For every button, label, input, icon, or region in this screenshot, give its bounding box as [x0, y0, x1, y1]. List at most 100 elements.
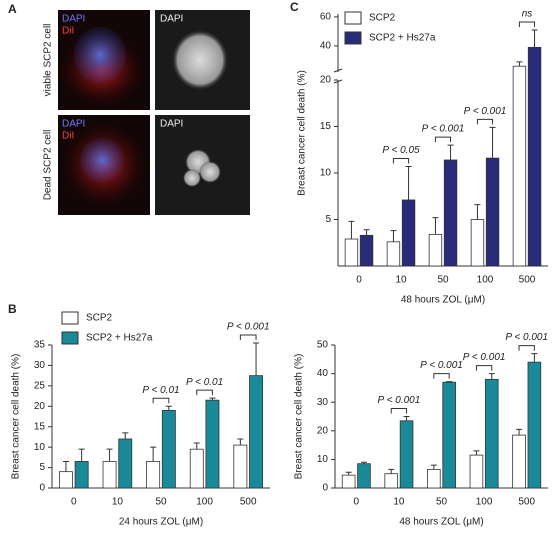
- significance-bracket: [196, 389, 213, 396]
- x-axis-label: 24 hours ZOL (μM): [119, 517, 203, 528]
- bar: [428, 233, 443, 267]
- x-tick-label: 100: [476, 497, 493, 508]
- x-tick-label: 500: [518, 497, 535, 508]
- legend-label: SCP2 + Hs27a: [369, 33, 436, 44]
- legend-swatch: [344, 31, 362, 45]
- annotation: P < 0.01: [142, 385, 179, 396]
- significance-bracket: [392, 157, 410, 164]
- y-tick-label: 40: [317, 368, 329, 379]
- bar: [401, 199, 416, 267]
- error-bar: [78, 448, 85, 462]
- bar: [485, 157, 500, 267]
- error-bar: [474, 204, 481, 220]
- error-bar: [363, 229, 370, 236]
- error-bar: [165, 405, 172, 411]
- significance-bracket: [518, 21, 536, 27]
- stain-label: DAPI: [160, 119, 183, 130]
- y-tick-label: 50: [317, 340, 329, 351]
- y-tick-label: 35: [34, 340, 46, 351]
- y-tick-label: 15: [34, 421, 46, 432]
- bar: [384, 473, 399, 489]
- significance-bracket: [390, 408, 408, 414]
- bar: [118, 438, 133, 489]
- y-tick-label: 10: [317, 454, 329, 465]
- legend-label: SCP2: [86, 313, 113, 324]
- error-bar: [446, 381, 453, 383]
- bar: [442, 381, 456, 489]
- error-bar: [150, 446, 157, 462]
- error-bar: [360, 461, 367, 464]
- bar: [189, 448, 204, 489]
- x-tick-label: 500: [240, 497, 257, 508]
- bar: [399, 420, 414, 489]
- significance-bracket: [518, 345, 535, 351]
- error-bar: [122, 432, 129, 439]
- stain-label: DAPI: [160, 14, 183, 25]
- error-bar: [388, 468, 395, 474]
- significance-bracket: [475, 365, 493, 371]
- y-tick-label: 20: [34, 401, 46, 412]
- x-tick-label: 10: [393, 497, 405, 508]
- legend-swatch: [61, 311, 79, 325]
- x-tick-label: 10: [395, 275, 407, 286]
- y-tick-label: 60: [320, 12, 332, 23]
- y-tick-label: 10: [320, 168, 332, 179]
- bar: [233, 444, 248, 489]
- annotation: P < 0.001: [422, 124, 465, 135]
- y-tick-label: 30: [34, 360, 46, 371]
- bar: [357, 463, 371, 489]
- error-bar: [106, 448, 113, 462]
- x-tick-label: 500: [519, 275, 536, 286]
- bar: [359, 234, 374, 267]
- error-bar: [489, 126, 496, 159]
- error-bar: [531, 353, 538, 363]
- annotation: P < 0.001: [464, 106, 507, 117]
- bar: [427, 469, 441, 489]
- y-axis-label: Breast cancer cell death (%): [294, 354, 305, 480]
- annotation: P < 0.001: [227, 322, 270, 333]
- error-bar: [403, 416, 410, 421]
- y-tick-label: 15: [320, 121, 332, 132]
- significance-bracket: [433, 373, 450, 379]
- bar: [344, 238, 359, 267]
- x-axis-label: 48 hours ZOL (μM): [399, 517, 483, 528]
- error-bar: [447, 144, 454, 160]
- axis-line: [333, 68, 343, 73]
- annotation: P < 0.001: [378, 395, 421, 406]
- bar: [341, 474, 356, 489]
- y-tick-label: 20: [320, 75, 332, 86]
- micrographs: [58, 10, 250, 215]
- stain-label: DiI: [62, 26, 74, 37]
- bar: [470, 219, 485, 267]
- annotation: P < 0.001: [505, 332, 548, 343]
- y-tick-label: 0: [322, 483, 328, 494]
- stain-label: DAPI: [62, 14, 85, 25]
- significance-bracket: [239, 334, 257, 340]
- significance-bracket: [476, 118, 494, 125]
- legend-label: SCP2: [369, 13, 396, 24]
- x-tick-label: 50: [155, 497, 167, 508]
- error-bar: [516, 61, 523, 67]
- y-tick-label: 40: [320, 41, 332, 52]
- annotation: P < 0.001: [420, 360, 463, 371]
- legend-swatch: [61, 331, 79, 345]
- bar: [484, 378, 499, 489]
- error-bar: [473, 450, 480, 456]
- legend-swatch: [344, 11, 362, 25]
- error-bar: [62, 460, 69, 472]
- panel-label: A: [8, 2, 17, 16]
- axis-line: [333, 79, 343, 84]
- y-tick-label: 30: [317, 397, 329, 408]
- y-tick-label: 10: [34, 442, 46, 453]
- y-tick-label: 20: [317, 425, 329, 436]
- error-bar: [390, 230, 397, 242]
- significance-bracket: [152, 397, 170, 404]
- y-axis-label: Breast cancer cell death (%): [297, 70, 308, 196]
- bar: [161, 409, 176, 489]
- legend-label: SCP2 + Hs27a: [86, 333, 153, 344]
- bar: [512, 434, 526, 489]
- bar: [386, 241, 401, 267]
- bar: [527, 361, 542, 489]
- error-bar: [345, 471, 352, 476]
- bar: [102, 461, 117, 489]
